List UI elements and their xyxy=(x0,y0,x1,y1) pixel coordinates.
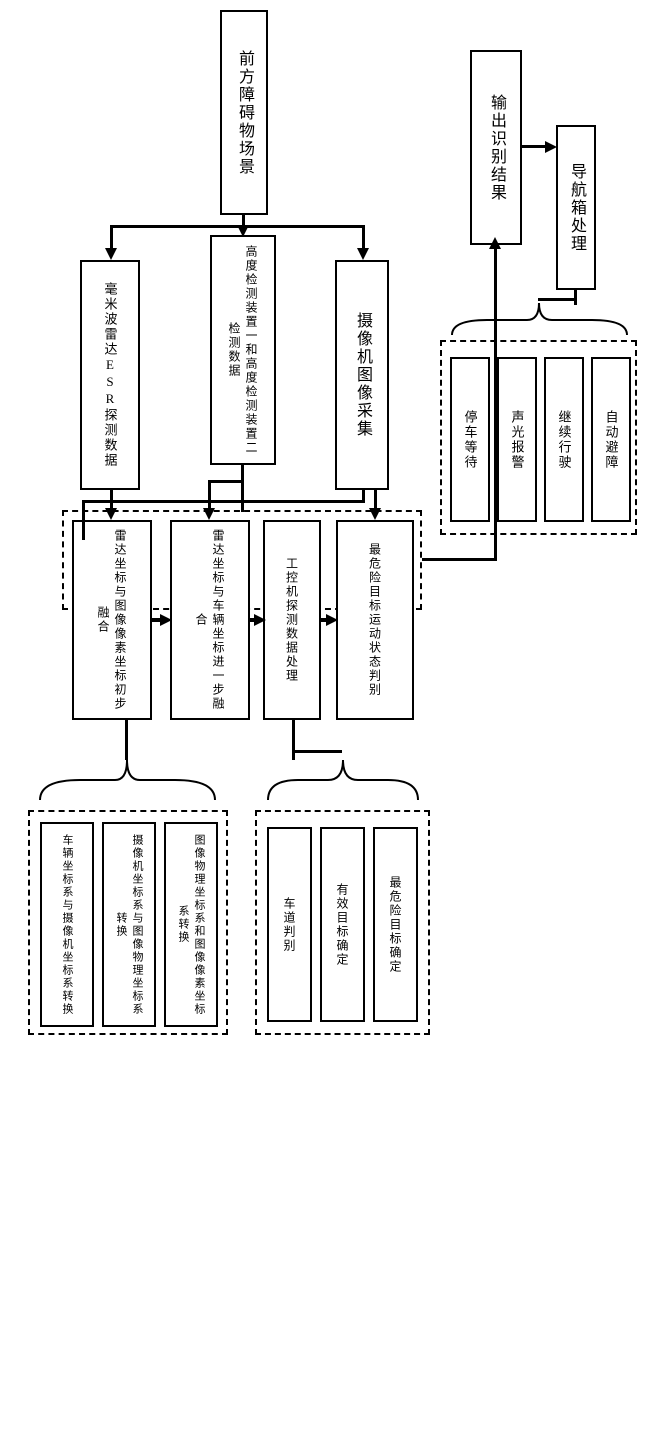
label: 最危险目标确定 xyxy=(387,876,404,974)
ipc-item-2: 最危险目标确定 xyxy=(373,827,418,1022)
edge xyxy=(208,480,244,483)
arrow xyxy=(105,508,117,520)
edge xyxy=(110,225,113,250)
edge xyxy=(208,480,211,512)
group-ipc-steps: 车道判别 有效目标确定 最危险目标确定 xyxy=(255,810,430,1035)
label: 最危险目标运动状态判别 xyxy=(367,543,384,697)
nav-item-0: 停车等待 xyxy=(450,357,490,522)
arrow xyxy=(326,614,338,626)
label: 工控机探测数据处理 xyxy=(284,557,301,683)
node-output: 输出识别结果 xyxy=(470,50,522,245)
node-radar-data: 毫米波雷达ESR探测数据 xyxy=(80,260,140,490)
label: 毫米波雷达ESR探测数据 xyxy=(101,282,120,468)
edge xyxy=(362,225,365,250)
label: 高度检测装置一和高度检测装置二检测数据 xyxy=(226,243,260,457)
label: 摄像机坐标系与图像物理坐标系转换 xyxy=(113,830,145,1019)
edge xyxy=(82,500,85,540)
ipc-item-1: 有效目标确定 xyxy=(320,827,365,1022)
label: 图像物理坐标系和图像像素坐标系转换 xyxy=(175,830,207,1019)
edge xyxy=(292,750,342,753)
label: 自动避障 xyxy=(602,410,621,470)
label: 雷达坐标与车辆坐标进一步融合 xyxy=(193,528,227,712)
arrow xyxy=(489,237,501,249)
group-nav-actions: 停车等待 声光报警 继续行驶 自动避障 xyxy=(440,340,637,535)
edge xyxy=(241,465,244,512)
ipc-item-0: 车道判别 xyxy=(267,827,312,1022)
arrow xyxy=(160,614,172,626)
flowchart-canvas: 前方障碍物场景 毫米波雷达ESR探测数据 高度检测装置一和高度检测装置二检测数据… xyxy=(10,10,637,1442)
node-danger: 最危险目标运动状态判别 xyxy=(336,520,414,720)
label: 声光报警 xyxy=(508,410,527,470)
node-scene: 前方障碍物场景 xyxy=(220,10,268,215)
arrow xyxy=(545,141,557,153)
label: 雷达坐标与图像像素坐标初步融合 xyxy=(95,528,129,712)
label: 导航箱处理 xyxy=(564,163,588,253)
coord-item-1: 摄像机坐标系与图像物理坐标系转换 xyxy=(102,822,156,1027)
nav-item-1: 声光报警 xyxy=(497,357,537,522)
edge xyxy=(538,298,576,301)
nav-item-3: 自动避障 xyxy=(591,357,631,522)
coord-item-2: 图像物理坐标系和图像像素坐标系转换 xyxy=(164,822,218,1027)
label: 继续行驶 xyxy=(555,410,574,470)
edge xyxy=(125,720,128,760)
node-fusion2: 雷达坐标与车辆坐标进一步融合 xyxy=(170,520,250,720)
node-ipc: 工控机探测数据处理 xyxy=(263,520,321,720)
label: 有效目标确定 xyxy=(334,883,351,967)
node-fusion1: 雷达坐标与图像像素坐标初步融合 xyxy=(72,520,152,720)
node-nav: 导航箱处理 xyxy=(556,125,596,290)
edge xyxy=(292,720,295,760)
brace-nav xyxy=(442,295,637,343)
label: 前方障碍物场景 xyxy=(232,50,256,176)
label: 车道判别 xyxy=(281,897,298,953)
nav-item-2: 继续行驶 xyxy=(544,357,584,522)
edge xyxy=(422,558,494,561)
coord-item-0: 车辆坐标系与摄像机坐标系转换 xyxy=(40,822,94,1027)
arrow xyxy=(237,225,249,237)
label: 停车等待 xyxy=(461,410,480,470)
label: 摄像机图像采集 xyxy=(350,312,374,438)
node-camera-data: 摄像机图像采集 xyxy=(335,260,389,490)
arrow xyxy=(254,614,266,626)
brace-ipc xyxy=(258,730,428,810)
edge xyxy=(362,490,365,500)
edge xyxy=(82,500,365,503)
label: 输出识别结果 xyxy=(484,94,508,202)
arrow xyxy=(105,248,117,260)
group-coord-transforms: 车辆坐标系与摄像机坐标系转换 摄像机坐标系与图像物理坐标系转换 图像物理坐标系和… xyxy=(28,810,228,1035)
label: 车辆坐标系与摄像机坐标系转换 xyxy=(59,834,75,1016)
edge xyxy=(494,245,497,561)
node-height-data: 高度检测装置一和高度检测装置二检测数据 xyxy=(210,235,276,465)
arrow xyxy=(357,248,369,260)
arrow xyxy=(369,508,381,520)
